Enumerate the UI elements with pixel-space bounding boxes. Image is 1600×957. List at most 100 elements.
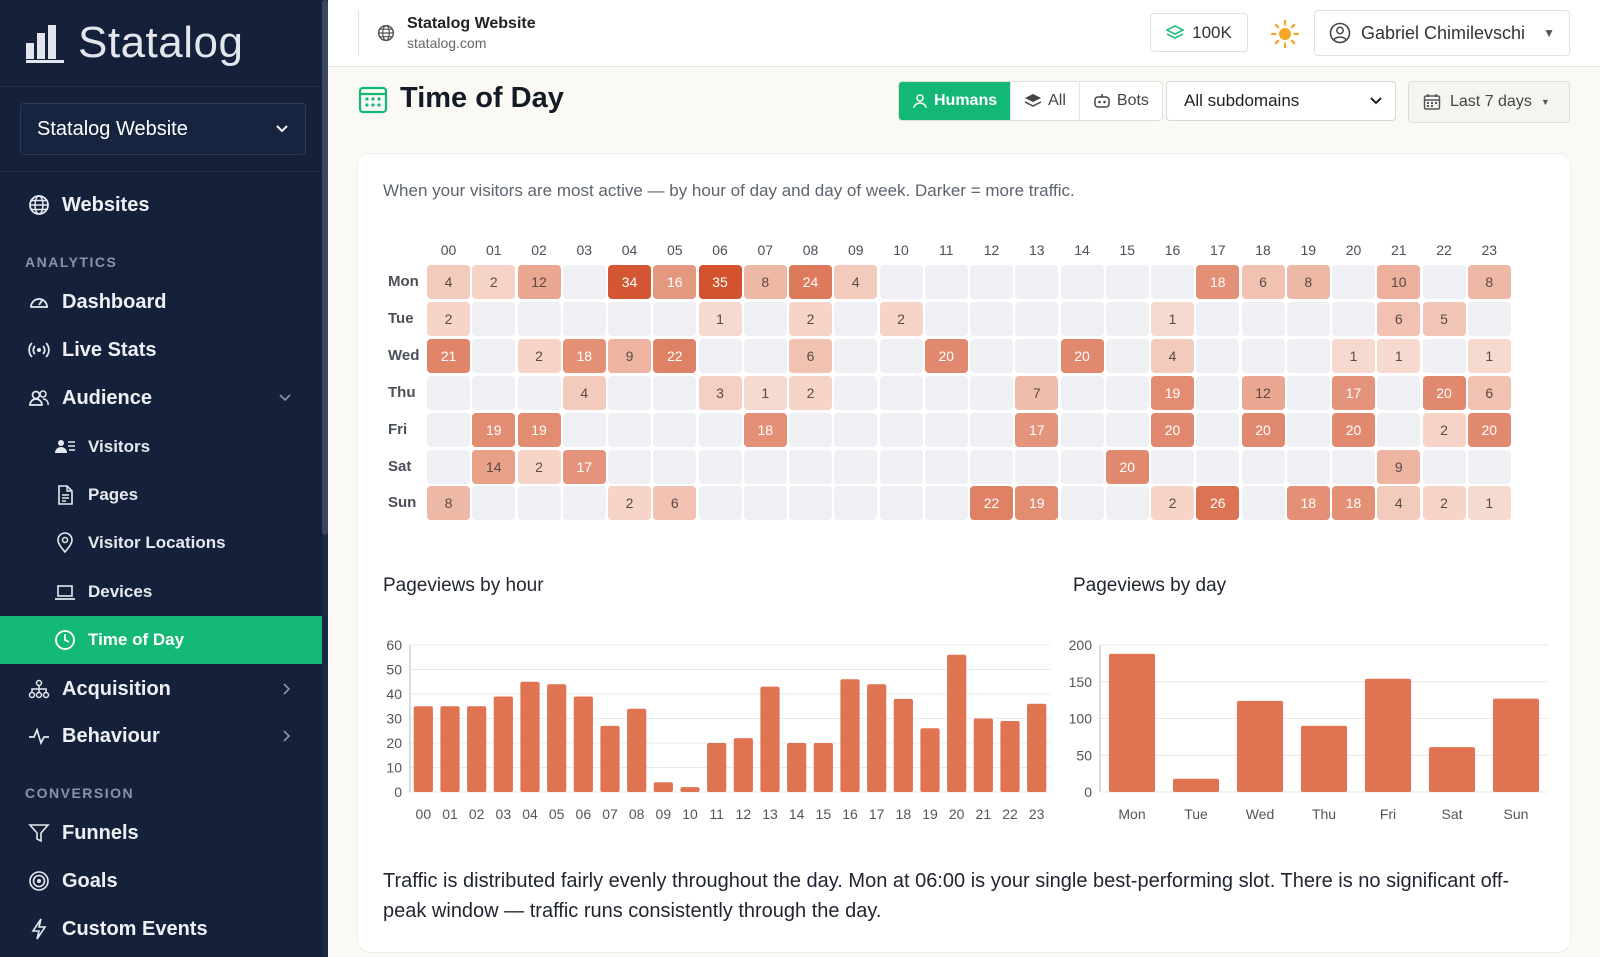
heatmap-cell[interactable] [970,338,1013,373]
heatmap-cell[interactable] [1105,486,1149,521]
heatmap-cell[interactable]: 6 [653,486,697,521]
heatmap-cell[interactable]: 4 [1377,486,1421,521]
heatmap-cell[interactable]: 4 [427,265,470,299]
heatmap-cell[interactable] [970,265,1013,299]
heatmap-cell[interactable] [562,301,606,336]
heatmap-cell[interactable]: 6 [1377,301,1421,336]
heatmap-cell[interactable]: 1 [1467,338,1511,373]
heatmap-cell[interactable] [1060,449,1104,484]
heatmap-cell[interactable]: 18 [562,338,606,373]
heatmap-cell[interactable]: 1 [743,375,787,410]
bar[interactable] [1172,778,1220,792]
nav-visitors[interactable]: Visitors [0,423,322,471]
heatmap-cell[interactable] [789,412,832,447]
heatmap-cell[interactable] [698,412,742,447]
heatmap-cell[interactable] [1241,301,1285,336]
heatmap-cell[interactable] [1060,486,1104,521]
heatmap-cell[interactable]: 2 [879,301,923,336]
bar[interactable] [493,696,513,792]
subdomain-select[interactable]: All subdomains [1166,81,1396,121]
bar[interactable] [600,725,620,792]
bar[interactable] [413,706,433,792]
heatmap-cell[interactable] [608,412,651,447]
heatmap-cell[interactable] [1286,412,1330,447]
heatmap-cell[interactable] [789,449,832,484]
heatmap-cell[interactable]: 1 [1332,338,1375,373]
heatmap-cell[interactable]: 2 [1151,486,1194,521]
heatmap-cell[interactable]: 7 [1015,375,1059,410]
heatmap-cell[interactable]: 20 [1422,375,1466,410]
heatmap-cell[interactable]: 4 [1151,338,1194,373]
heatmap-cell[interactable] [1151,449,1194,484]
heatmap-cell[interactable]: 6 [1467,375,1511,410]
bar[interactable] [787,743,807,792]
heatmap-cell[interactable] [1060,412,1104,447]
heatmap-cell[interactable]: 17 [1015,412,1059,447]
heatmap-cell[interactable]: 9 [1377,449,1421,484]
heatmap-cell[interactable]: 10 [1377,265,1421,299]
heatmap-cell[interactable] [653,449,697,484]
bar[interactable] [1236,700,1284,792]
heatmap-cell[interactable] [562,412,606,447]
heatmap-cell[interactable] [1196,412,1240,447]
heatmap-cell[interactable]: 20 [1151,412,1194,447]
sun-icon[interactable] [1270,19,1300,49]
heatmap-cell[interactable]: 2 [1422,412,1466,447]
heatmap-cell[interactable] [1241,338,1285,373]
heatmap-cell[interactable]: 22 [653,338,697,373]
heatmap-cell[interactable]: 17 [562,449,606,484]
heatmap-cell[interactable] [1105,375,1149,410]
heatmap-cell[interactable]: 1 [1377,338,1421,373]
heatmap-cell[interactable]: 24 [789,265,832,299]
heatmap-cell[interactable]: 19 [517,412,561,447]
nav-devices[interactable]: Devices [0,568,322,616]
heatmap-cell[interactable] [834,375,878,410]
bar[interactable] [1300,725,1348,792]
heatmap-cell[interactable]: 9 [608,338,651,373]
heatmap-cell[interactable] [1241,449,1285,484]
heatmap-cell[interactable]: 2 [427,301,470,336]
bar[interactable] [653,782,673,792]
heatmap-cell[interactable]: 20 [1241,412,1285,447]
heatmap-cell[interactable] [427,412,470,447]
nav-audience[interactable]: Audience [0,374,322,422]
heatmap-cell[interactable]: 12 [517,265,561,299]
bar[interactable] [680,787,700,792]
heatmap-cell[interactable]: 12 [1241,375,1285,410]
heatmap-cell[interactable]: 2 [789,375,832,410]
bar[interactable] [947,654,967,792]
heatmap-cell[interactable] [879,449,923,484]
heatmap-cell[interactable] [653,412,697,447]
heatmap-cell[interactable] [1015,301,1059,336]
bar[interactable] [1492,698,1540,792]
heatmap-cell[interactable] [1332,265,1375,299]
heatmap-cell[interactable] [1286,338,1330,373]
heatmap-cell[interactable] [1015,265,1059,299]
heatmap-cell[interactable]: 20 [1467,412,1511,447]
heatmap-cell[interactable] [1332,301,1375,336]
heatmap-cell[interactable] [608,449,651,484]
heatmap-cell[interactable] [1105,265,1149,299]
heatmap-cell[interactable] [879,412,923,447]
heatmap-cell[interactable] [924,412,968,447]
heatmap-cell[interactable] [653,301,697,336]
heatmap-cell[interactable]: 1 [698,301,742,336]
heatmap-cell[interactable] [517,486,561,521]
heatmap-cell[interactable] [743,338,787,373]
bar[interactable] [627,708,647,792]
nav-live-stats[interactable]: Live Stats [0,326,322,374]
site-selector[interactable]: Statalog Website [20,103,306,155]
heatmap-cell[interactable]: 2 [517,338,561,373]
heatmap-cell[interactable] [562,486,606,521]
heatmap-cell[interactable]: 2 [472,265,516,299]
nav-behaviour[interactable]: Behaviour [0,712,322,760]
bar[interactable] [547,684,567,792]
heatmap-cell[interactable] [1422,338,1466,373]
heatmap-cell[interactable]: 22 [970,486,1013,521]
heatmap-cell[interactable]: 2 [608,486,651,521]
heatmap-cell[interactable]: 17 [1332,375,1375,410]
heatmap-cell[interactable]: 1 [1151,301,1194,336]
bar[interactable] [707,743,727,792]
heatmap-cell[interactable] [834,449,878,484]
bar[interactable] [520,681,540,792]
